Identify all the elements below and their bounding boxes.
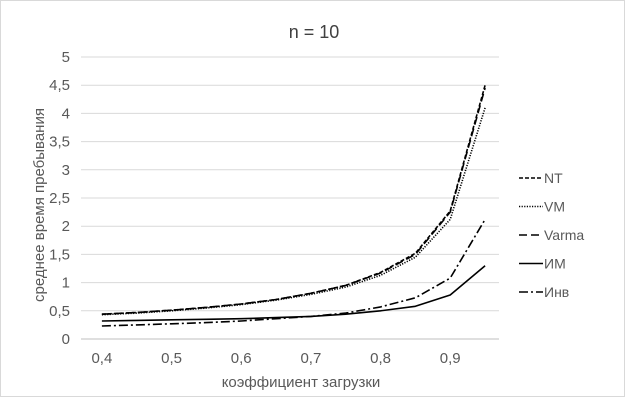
x-tick-label: 0,9 — [440, 350, 461, 367]
y-tick-label: 3,5 — [49, 134, 70, 151]
y-tick-label: 1 — [62, 275, 70, 292]
legend-item: NT — [519, 170, 563, 186]
y-tick-label: 1,5 — [49, 246, 70, 263]
y-tick-label: 0 — [62, 331, 70, 348]
y-tick-label: 3 — [62, 162, 70, 179]
legend-label: Инв — [544, 284, 569, 300]
x-tick-label: 0,8 — [370, 350, 391, 367]
x-tick-label: 0,6 — [231, 350, 252, 367]
x-tick-label: 0,7 — [300, 350, 321, 367]
legend-item: ИМ — [519, 256, 566, 272]
legend-label: Varma — [544, 227, 584, 243]
legend-label: NT — [544, 170, 563, 186]
legend-label: ИМ — [544, 256, 566, 272]
y-tick-label: 2 — [62, 218, 70, 235]
x-tick-label: 0,4 — [91, 350, 112, 367]
series-line-инв — [101, 218, 486, 327]
y-tick-label: 4,5 — [49, 77, 70, 94]
legend-item: Varma — [519, 227, 584, 243]
series-line-nt — [101, 84, 486, 315]
series-line-varma — [101, 87, 486, 315]
legend: NT VM Varma ИМ Инв — [519, 170, 584, 300]
legend-item: Инв — [519, 284, 569, 300]
legend-label: VM — [544, 199, 565, 215]
y-tick-label: 2,5 — [49, 190, 70, 207]
chart-title: n = 10 — [289, 22, 340, 42]
series-line-им — [101, 265, 486, 322]
y-tick-label: 5 — [62, 49, 70, 66]
series-line-vm — [101, 107, 486, 316]
y-tick-label: 4 — [62, 105, 70, 122]
y-tick-label: 0,5 — [49, 303, 70, 320]
x-tick-label: 0,5 — [161, 350, 182, 367]
x-axis-title: коэффициент загрузки — [222, 374, 381, 391]
y-axis-title: среднее время пребывания — [31, 108, 48, 302]
legend-item: VM — [519, 199, 565, 215]
